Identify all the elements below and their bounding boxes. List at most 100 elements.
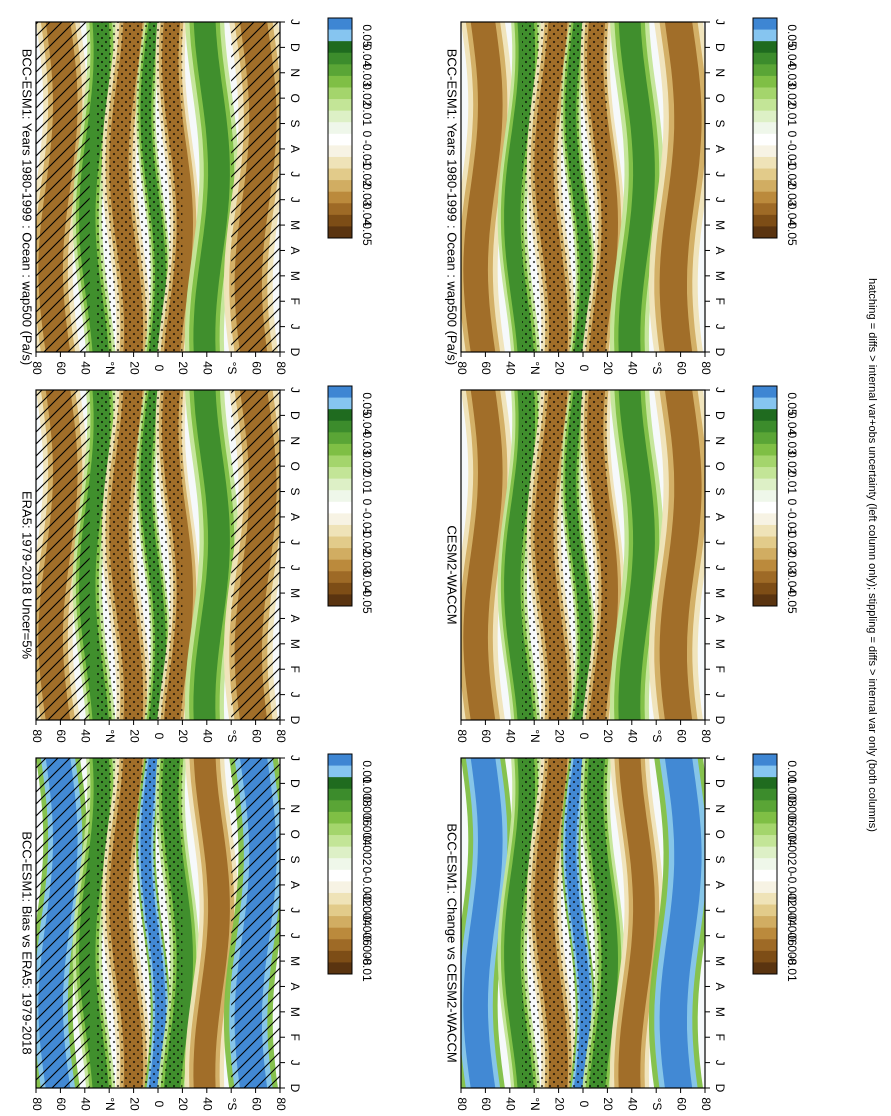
- y-tick-label: 60: [479, 361, 493, 375]
- colorbar-label: -0.05: [360, 586, 374, 614]
- contour-band: [618, 22, 655, 352]
- colorbar-label: -0.01: [360, 954, 374, 982]
- colorbar-label: 0.04: [360, 412, 374, 436]
- colorbar-label: 0.04: [360, 44, 374, 68]
- x-tick-label: A: [288, 881, 302, 889]
- y-tick-label: 80: [30, 729, 44, 743]
- colorbar-label: -0.05: [785, 586, 799, 614]
- colorbar-swatch: [753, 765, 777, 778]
- x-tick-label: J: [288, 387, 302, 393]
- colorbar-swatch: [753, 835, 777, 848]
- colorbar-label: 0.01: [785, 471, 799, 495]
- colorbar-swatch: [753, 939, 777, 952]
- x-tick-label: J: [713, 907, 727, 913]
- x-tick-label: J: [713, 933, 727, 939]
- colorbar-swatch: [328, 420, 352, 433]
- y-tick-label: 80: [699, 361, 713, 375]
- y-tick-label: 20: [176, 729, 190, 743]
- colorbar-label: 0.01: [785, 760, 799, 784]
- colorbar-label: -0.02: [785, 528, 799, 556]
- x-tick-label: J: [713, 565, 727, 571]
- y-tick-label: 40: [626, 361, 640, 375]
- y-tick-label: 60: [249, 361, 263, 375]
- colorbar-label: 0: [360, 499, 374, 506]
- x-tick-label: A: [288, 145, 302, 153]
- colorbar-swatch: [753, 559, 777, 572]
- colorbar-swatch: [753, 386, 777, 399]
- x-tick-label: O: [713, 93, 727, 102]
- colorbar-label: -0.03: [360, 179, 374, 207]
- x-tick-label: N: [713, 68, 727, 77]
- colorbar-swatch: [328, 524, 352, 538]
- colorbar-swatch: [328, 122, 352, 135]
- colorbar-swatch: [328, 582, 352, 595]
- x-tick-label: J: [288, 1060, 302, 1066]
- x-tick-label: A: [713, 246, 727, 254]
- colorbar-swatch: [328, 548, 352, 561]
- colorbar-label: 0.008: [785, 777, 799, 807]
- colorbar-swatch: [753, 594, 777, 607]
- colorbar-swatch: [753, 927, 777, 940]
- colorbar-label: 0.05: [360, 392, 374, 416]
- y-tick-label: 40: [79, 361, 93, 375]
- colorbar-swatch: [328, 536, 352, 549]
- colorbar-swatch: [753, 823, 777, 836]
- colorbar-swatch: [753, 582, 777, 595]
- contour-band: [193, 390, 230, 720]
- colorbar-frame: [327, 385, 353, 607]
- colorbar-swatch: [328, 904, 352, 917]
- colorbar-swatch: [328, 110, 352, 123]
- y-tick-label: 40: [201, 729, 215, 743]
- colorbar-swatch: [753, 881, 777, 894]
- y-tick-label: 40: [504, 1097, 518, 1111]
- y-tick-label: 20: [127, 361, 141, 375]
- x-tick-label: J: [288, 197, 302, 203]
- x-tick-label: J: [713, 324, 727, 330]
- contour-band: [463, 390, 503, 720]
- y-tick-label: °S: [225, 1098, 239, 1111]
- colorbar-label: 0: [785, 499, 799, 506]
- x-tick-label: J: [713, 755, 727, 761]
- colorbar-label: 0.01: [360, 760, 374, 784]
- stippling: [97, 390, 183, 720]
- x-tick-label: J: [713, 539, 727, 545]
- colorbar-frame: [752, 385, 778, 607]
- x-tick-label: J: [288, 933, 302, 939]
- colorbar-label: 0.04: [785, 44, 799, 68]
- colorbar-swatch: [753, 409, 777, 422]
- y-tick-label: 20: [601, 361, 615, 375]
- x-tick-label: F: [288, 298, 302, 305]
- x-tick-label: M: [288, 639, 302, 649]
- colorbar-label: 0.02: [785, 83, 799, 107]
- colorbar-swatch: [328, 916, 352, 929]
- x-tick-label: D: [713, 43, 727, 52]
- y-tick-label: 0: [152, 365, 166, 372]
- colorbar-label: -0.02: [785, 160, 799, 188]
- colorbar-swatch: [753, 513, 777, 526]
- y-tick-label: 40: [626, 1097, 640, 1111]
- y-tick-label: °S: [650, 730, 664, 743]
- x-tick-label: A: [288, 982, 302, 990]
- hatching: [36, 758, 90, 1088]
- x-tick-label: J: [288, 907, 302, 913]
- colorbar-swatch: [753, 800, 777, 813]
- x-tick-label: J: [288, 539, 302, 545]
- y-tick-label: 60: [674, 729, 688, 743]
- colorbar-label: 0.03: [360, 432, 374, 456]
- colorbar-label: 0: [785, 867, 799, 874]
- colorbar-label: 0.03: [785, 432, 799, 456]
- y-tick-label: 20: [176, 1097, 190, 1111]
- colorbar-label: -0.04: [785, 567, 799, 595]
- colorbar-swatch: [753, 467, 777, 480]
- colorbar-swatch: [753, 962, 777, 975]
- contour-band: [618, 390, 655, 720]
- x-tick-label: S: [713, 120, 727, 128]
- x-tick-label: F: [288, 1034, 302, 1041]
- y-tick-label: 40: [504, 361, 518, 375]
- colorbar-swatch: [753, 892, 777, 906]
- colorbar-label: 0.03: [360, 64, 374, 88]
- colorbar-swatch: [328, 180, 352, 193]
- colorbar-swatch: [753, 571, 777, 584]
- colorbar-swatch: [753, 846, 777, 859]
